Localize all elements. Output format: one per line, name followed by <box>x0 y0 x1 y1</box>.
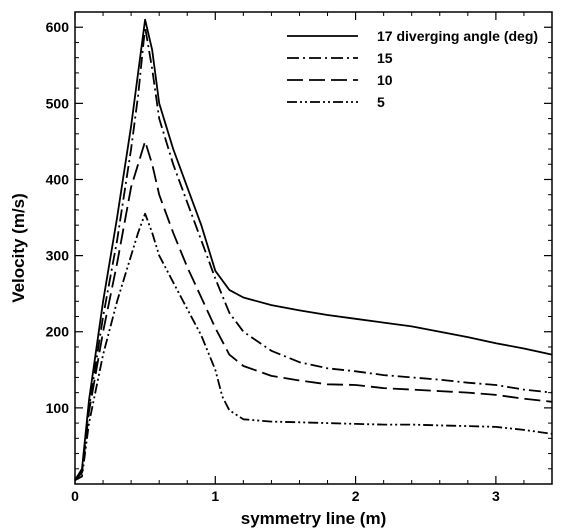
legend-label: 17 diverging angle (deg) <box>377 28 538 44</box>
y-tick-label: 300 <box>46 248 70 264</box>
y-tick-label: 400 <box>46 171 70 187</box>
y-tick-label: 600 <box>46 19 70 35</box>
x-tick-label: 2 <box>352 488 360 504</box>
legend: 17 diverging angle (deg) 15 10 5 <box>287 28 538 110</box>
legend-label: 5 <box>377 94 385 110</box>
x-tick-label: 3 <box>492 488 500 504</box>
y-tick-label: 100 <box>46 400 70 416</box>
legend-label: 15 <box>377 50 393 66</box>
x-tick-label: 1 <box>211 488 219 504</box>
series-line <box>74 140 553 481</box>
y-axis-title: Velocity (m/s) <box>9 193 28 303</box>
axis-ticks: 0 1 2 3 100 200 300 400 500 600 <box>46 12 552 504</box>
plot-frame <box>74 11 553 485</box>
x-axis-title: symmetry line (m) <box>241 509 387 528</box>
y-tick-label: 500 <box>46 95 70 111</box>
series-line <box>74 212 553 481</box>
x-tick-label: 0 <box>71 488 79 504</box>
series-line <box>74 18 553 481</box>
series-line <box>74 26 553 481</box>
legend-label: 10 <box>377 72 393 88</box>
plot-lines <box>74 18 553 481</box>
y-tick-label: 200 <box>46 324 70 340</box>
